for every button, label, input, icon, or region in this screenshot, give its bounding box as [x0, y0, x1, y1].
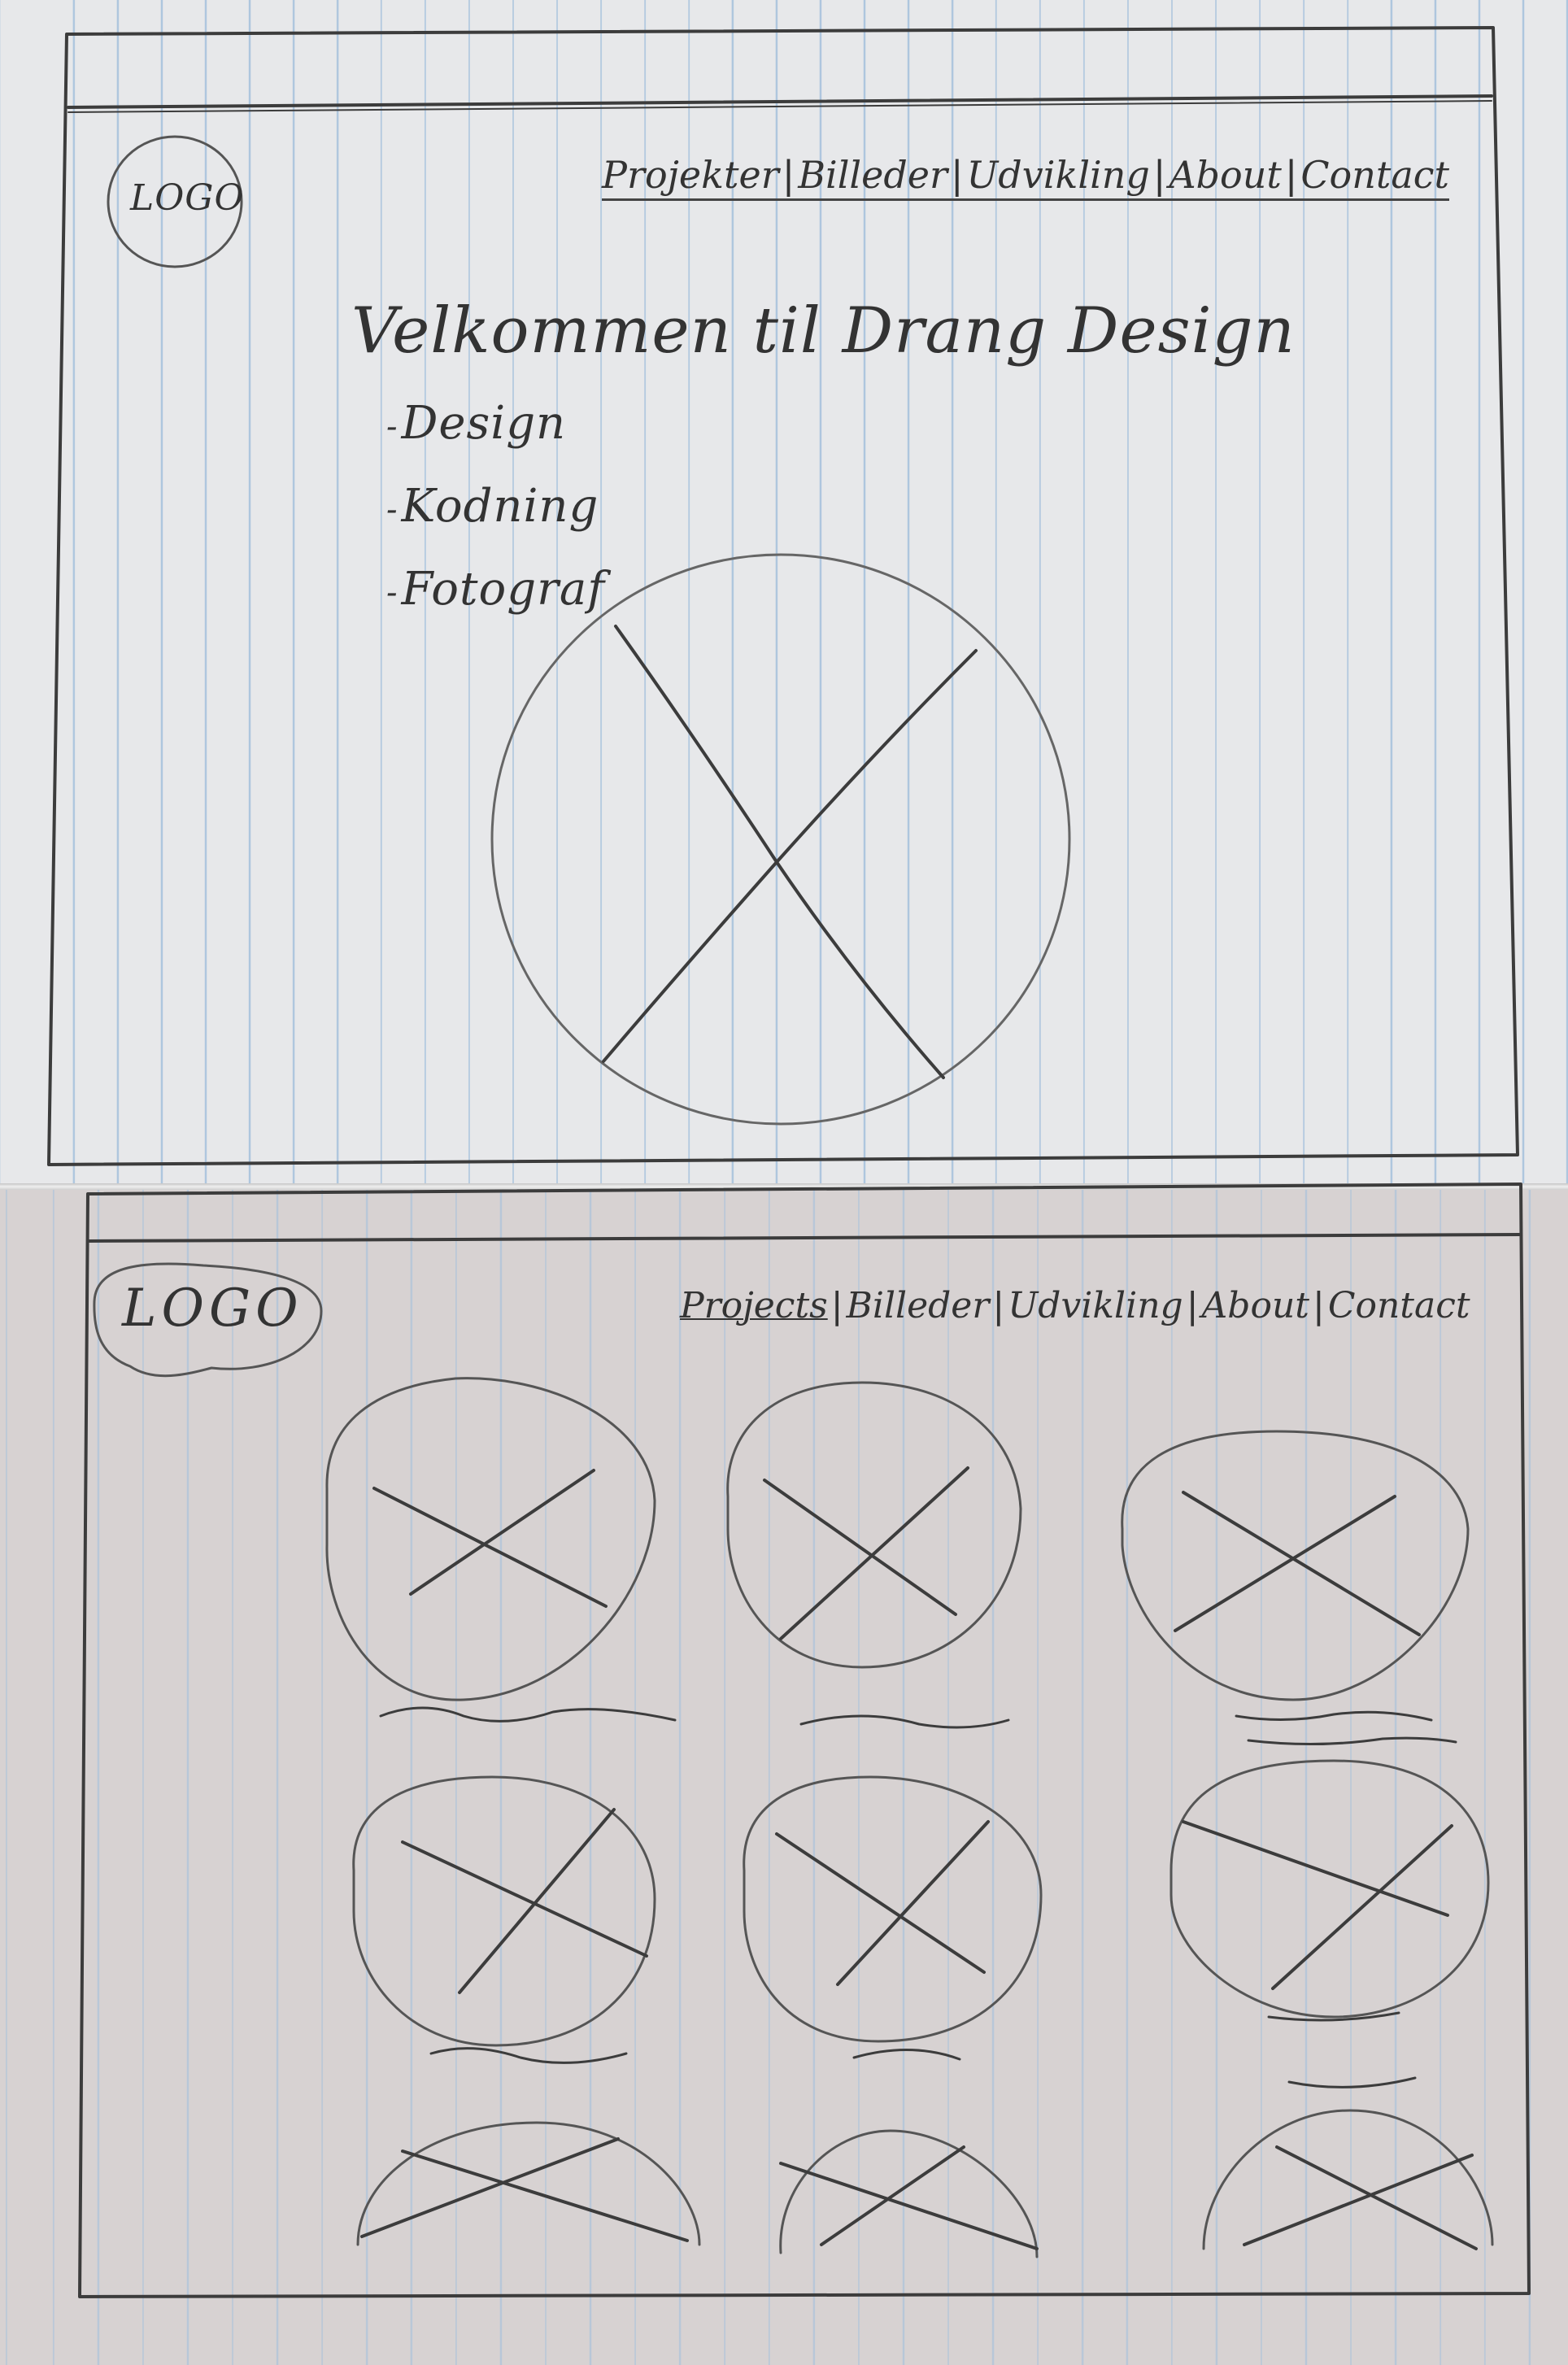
service-design: Design — [401, 397, 567, 450]
nav-separator: | — [951, 153, 964, 197]
paper-sheet-bottom — [0, 1187, 1568, 2365]
nav-item-projekter[interactable]: Projekter — [602, 153, 779, 197]
nav-item-udvikling[interactable]: Udvikling — [966, 153, 1150, 197]
nav-separator: | — [830, 1285, 843, 1326]
logo-text-bottom: LOGO — [122, 1278, 303, 1339]
nav-item-udvikling[interactable]: Udvikling — [1008, 1285, 1183, 1326]
browser-bar-line-top — [67, 94, 1493, 109]
nav-item-billeder[interactable]: Billeder — [798, 153, 948, 197]
frame-outline-bottom — [78, 1182, 1531, 2298]
nav-item-billeder[interactable]: Billeder — [846, 1285, 990, 1326]
service-list-item: -Fotograf — [386, 563, 605, 616]
service-list-item: -Kodning — [386, 480, 599, 533]
nav-separator: | — [1312, 1285, 1325, 1326]
gallery-image-9 — [1202, 2109, 1494, 2250]
gallery-image-6 — [1169, 1759, 1490, 2088]
service-kodning: Kodning — [401, 480, 599, 533]
nav-separator: | — [992, 1285, 1005, 1326]
browser-bar-line-top-2 — [68, 100, 1492, 113]
frame-outline-top — [47, 26, 1519, 1166]
gallery-image-3 — [1121, 1430, 1470, 1746]
nav-separator: | — [1284, 153, 1298, 197]
nav-item-projects[interactable]: Projects — [680, 1285, 828, 1326]
bullet-dash: - — [386, 490, 399, 529]
hero-image-x-line-1 — [614, 625, 945, 1079]
nav-separator: | — [1152, 153, 1166, 197]
bullet-dash: - — [386, 407, 399, 446]
gallery-image-5 — [743, 1775, 1043, 2061]
nav-item-contact[interactable]: Contact — [1327, 1285, 1470, 1326]
logo-text-top: LOGO — [130, 177, 245, 219]
gallery-image-4 — [352, 1775, 656, 2064]
nav-separator: | — [782, 153, 795, 197]
gallery-image-7 — [356, 2121, 701, 2246]
logo-cloud-bottom — [93, 1262, 323, 1378]
nav-menu-top: Projekter | Billeder | Udvikling | About… — [602, 153, 1449, 201]
gallery-image-8 — [779, 2129, 1039, 2258]
bullet-dash: - — [386, 573, 399, 612]
gallery-image-2 — [726, 1381, 1022, 1729]
nav-item-contact[interactable]: Contact — [1300, 153, 1449, 197]
logo-circle-top — [107, 135, 243, 268]
service-fotograf: Fotograf — [401, 563, 605, 616]
browser-bar-line-bottom — [88, 1233, 1521, 1243]
gallery-image-1 — [325, 1377, 677, 1723]
nav-menu-bottom: Projects | Billeder | Udvikling | About … — [680, 1285, 1470, 1326]
hero-image-circle — [490, 553, 1071, 1126]
nav-item-about[interactable]: About — [1169, 153, 1282, 197]
nav-item-about[interactable]: About — [1201, 1285, 1309, 1326]
nav-separator: | — [1186, 1285, 1199, 1326]
paper-sheet-top — [0, 0, 1568, 1187]
hero-image-x-line-2 — [602, 649, 978, 1063]
hero-title: Velkommen til Drang Design — [351, 294, 1296, 368]
service-list-item: -Design — [386, 397, 566, 450]
paper-fold — [0, 1183, 1568, 1190]
